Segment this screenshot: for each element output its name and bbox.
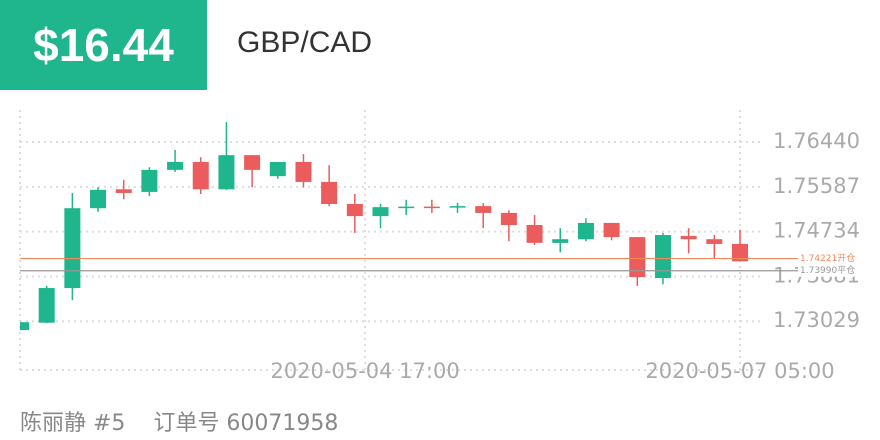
- footer: 陈丽静 #5 订单号 60071958: [20, 405, 366, 437]
- candle-body: [115, 189, 132, 193]
- candle-body: [38, 288, 55, 323]
- reference-label-bg: [798, 264, 860, 277]
- candle-body: [680, 236, 697, 240]
- candle-body: [20, 322, 29, 331]
- x-tick-label: 2020-05-07 05:00: [645, 359, 834, 383]
- reference-label-bg: [798, 252, 860, 265]
- trader: 陈丽静 #5: [20, 411, 126, 436]
- candle-body: [732, 243, 748, 262]
- candle-body: [475, 206, 492, 213]
- reference-label: 1.74221开仓: [800, 252, 855, 264]
- y-tick-label: 1.73029: [773, 308, 860, 332]
- x-tick-label: 2020-05-04 17:00: [270, 359, 459, 383]
- candle-body: [218, 155, 235, 190]
- candle-body: [526, 225, 543, 243]
- reference-label: 1.73990平仓: [800, 264, 855, 276]
- candle-body: [654, 235, 671, 279]
- candle-body: [346, 204, 363, 217]
- candle-body: [295, 161, 312, 182]
- candle-body: [500, 212, 517, 226]
- candle-body: [64, 208, 81, 289]
- candle-body: [244, 155, 261, 170]
- candle-body: [423, 206, 440, 209]
- candle-body: [603, 222, 620, 238]
- order: 订单号 60071958: [153, 411, 339, 436]
- candle-body: [141, 169, 158, 192]
- y-tick-label: 1.76440: [773, 129, 860, 153]
- candle-body: [449, 206, 466, 208]
- candle-body: [552, 239, 569, 243]
- pair: GBP/CAD: [237, 26, 373, 59]
- y-tick-label: 1.74734: [773, 219, 860, 243]
- candle-body: [321, 181, 338, 205]
- candle-body: [372, 207, 389, 217]
- chart: 1.764401.755871.747341.738811.730292020-…: [19, 110, 860, 383]
- candle-body: [577, 222, 594, 240]
- amount: $16.44: [0, 0, 207, 90]
- candle-body: [192, 161, 209, 190]
- candle-body: [90, 189, 107, 209]
- candle-body: [269, 161, 286, 177]
- candle-body: [706, 239, 723, 244]
- candle-body: [167, 161, 184, 170]
- candle-body: [398, 206, 415, 209]
- candle-body: [629, 237, 646, 278]
- y-tick-label: 1.75587: [773, 174, 860, 198]
